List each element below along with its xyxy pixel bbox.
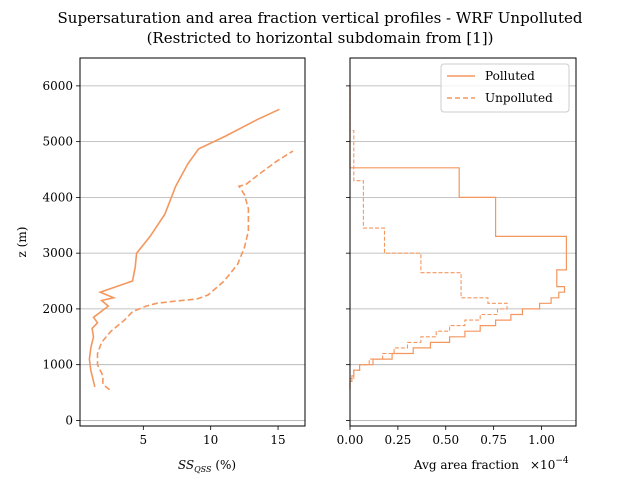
left-axes-frame (79, 57, 306, 427)
right-xtick-label: 0.75 (480, 433, 507, 447)
right-xtick-label: 0.50 (432, 433, 459, 447)
left-ytick-label: 3000 (42, 246, 73, 260)
series-step-unpolluted (349, 85, 508, 387)
left-xtick-label: 15 (270, 433, 285, 447)
left-ytick-label: 1000 (42, 358, 73, 372)
legend-label-unpolluted: Unpolluted (485, 91, 553, 105)
left-ytick-label: 6000 (42, 79, 73, 93)
supersaturation-panel: 5 10 15 0 1000 2000 3000 4000 5000 6000 SSQSS (%… (15, 57, 306, 474)
right-axes-frame (349, 57, 577, 427)
left-x-label-unit: (%) (212, 458, 237, 472)
left-xtick-label: 10 (203, 433, 218, 447)
figure-title-line1: Supersaturation and area fraction vertic… (58, 9, 583, 27)
right-xtick-label: 1.00 (528, 433, 555, 447)
series-line-unpolluted (96, 150, 294, 391)
left-ytick-label: 2000 (42, 302, 73, 316)
right-x-axis-label: Avg area fraction (413, 458, 519, 472)
left-ytick-label: 0 (65, 413, 73, 427)
series-step-polluted (349, 85, 567, 390)
left-xtick-label: 5 (140, 433, 148, 447)
right-x-ticks: 0.00 0.25 0.50 0.75 1.00 (337, 426, 555, 447)
left-x-label-main: SS (178, 458, 194, 472)
right-scale-exponent: −4 (555, 456, 569, 466)
series-line-polluted (88, 108, 280, 388)
figure-title-line2: (Restricted to horizontal subdomain from… (147, 29, 494, 47)
right-scale-label: ×10−4 (530, 456, 569, 472)
right-gridlines (350, 85, 576, 421)
right-xtick-label: 0.25 (385, 433, 412, 447)
left-y-axis-label: z (m) (15, 227, 29, 258)
left-x-ticks: 5 10 15 (140, 426, 286, 447)
area-fraction-panel: 0.00 0.25 0.50 0.75 1.00 Avg area fraction ×… (337, 57, 577, 472)
left-x-label-subscript: QSS (194, 465, 212, 474)
legend: Polluted Unpolluted (440, 63, 570, 113)
right-series-group (349, 85, 567, 390)
left-ytick-label: 5000 (42, 135, 73, 149)
legend-label-polluted: Polluted (485, 69, 535, 83)
left-series-group (88, 108, 294, 391)
left-ytick-label: 4000 (42, 190, 73, 204)
right-xtick-label: 0.00 (337, 433, 364, 447)
right-scale-base: ×10 (530, 458, 555, 472)
left-x-axis-label: SSQSS (%) (178, 458, 236, 474)
left-gridlines (80, 85, 305, 421)
right-y-ticks (346, 85, 350, 421)
left-y-ticks: 0 1000 2000 3000 4000 5000 6000 (42, 79, 80, 427)
